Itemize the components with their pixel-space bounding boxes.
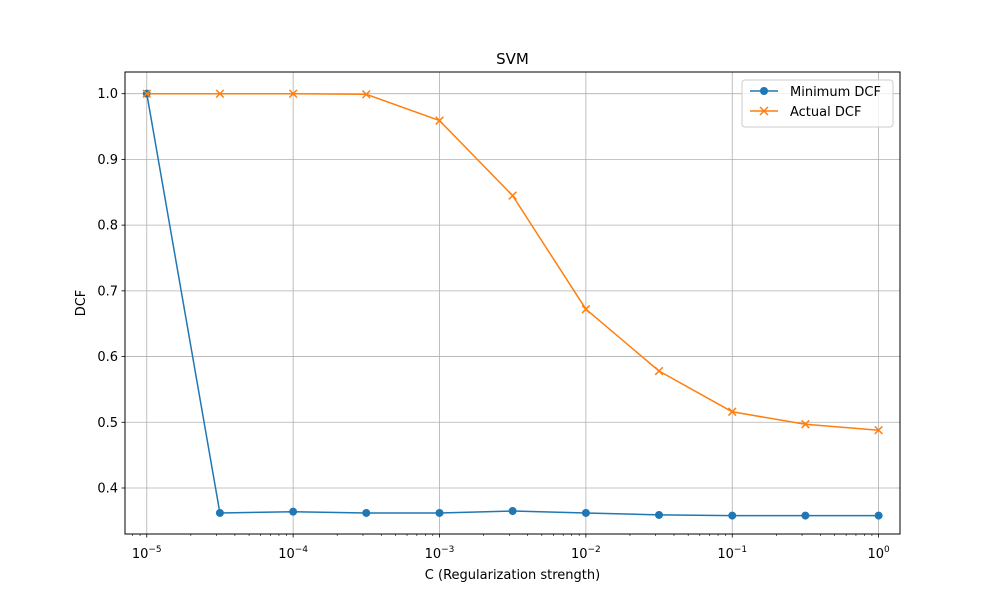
data-point-minimum-dcf	[215, 508, 224, 517]
y-tick-label: 0.6	[97, 350, 118, 365]
data-point-actual-dcf	[215, 89, 225, 99]
x-tick-label: 10−4	[278, 545, 308, 562]
y-tick-label: 0.4	[97, 481, 118, 496]
legend-label-minimum-dcf: Minimum DCF	[790, 85, 881, 100]
legend-marker-actual-dcf	[759, 106, 769, 116]
data-point-minimum-dcf	[728, 511, 737, 520]
chart-title: SVM	[496, 50, 529, 68]
x-tick-label: 10−2	[571, 545, 601, 562]
data-point-actual-dcf	[727, 407, 737, 417]
legend-label-actual-dcf: Actual DCF	[790, 105, 861, 120]
data-point-minimum-dcf	[362, 508, 371, 517]
data-point-minimum-dcf	[508, 506, 517, 515]
data-point-minimum-dcf	[874, 511, 883, 520]
data-point-actual-dcf	[581, 304, 591, 314]
x-tick-label: 10−5	[132, 545, 162, 562]
plot-frame	[124, 71, 901, 535]
legend-marker-minimum-dcf	[760, 87, 768, 95]
data-point-actual-dcf	[435, 116, 444, 125]
data-point-minimum-dcf	[655, 510, 664, 519]
series-layer	[142, 89, 883, 520]
tick-marks: 10−5 10−4 10−3 10−2 10−1 100 0.4 0.5 0.6 0.7 0.8 0.…	[97, 87, 890, 562]
data-point-minimum-dcf	[801, 511, 810, 520]
data-point-actual-dcf	[361, 90, 371, 99]
x-tick-label: 10−1	[717, 545, 747, 562]
x-axis-label: C (Regularization strength)	[425, 568, 600, 583]
data-point-minimum-dcf	[581, 508, 590, 517]
data-point-minimum-dcf	[289, 507, 298, 516]
data-point-actual-dcf	[142, 89, 152, 99]
data-point-actual-dcf	[288, 89, 298, 99]
x-tick-label: 100	[867, 545, 890, 562]
y-tick-label: 0.5	[97, 416, 118, 431]
y-tick-label: 0.7	[97, 284, 118, 299]
y-tick-label: 0.8	[97, 219, 118, 234]
data-point-actual-dcf	[508, 191, 517, 200]
y-axis-label: DCF	[74, 290, 89, 317]
data-point-actual-dcf	[874, 425, 883, 435]
legend-box	[741, 79, 894, 128]
data-point-actual-dcf	[801, 419, 810, 429]
y-tick-label: 1.0	[97, 87, 118, 102]
x-tick-label: 10−3	[425, 545, 455, 562]
data-point-minimum-dcf	[435, 508, 444, 517]
legend: Minimum DCF Actual DCF	[741, 79, 894, 128]
grid-lines	[125, 72, 900, 534]
y-tick-label: 0.9	[97, 153, 118, 168]
data-point-actual-dcf	[654, 366, 664, 376]
